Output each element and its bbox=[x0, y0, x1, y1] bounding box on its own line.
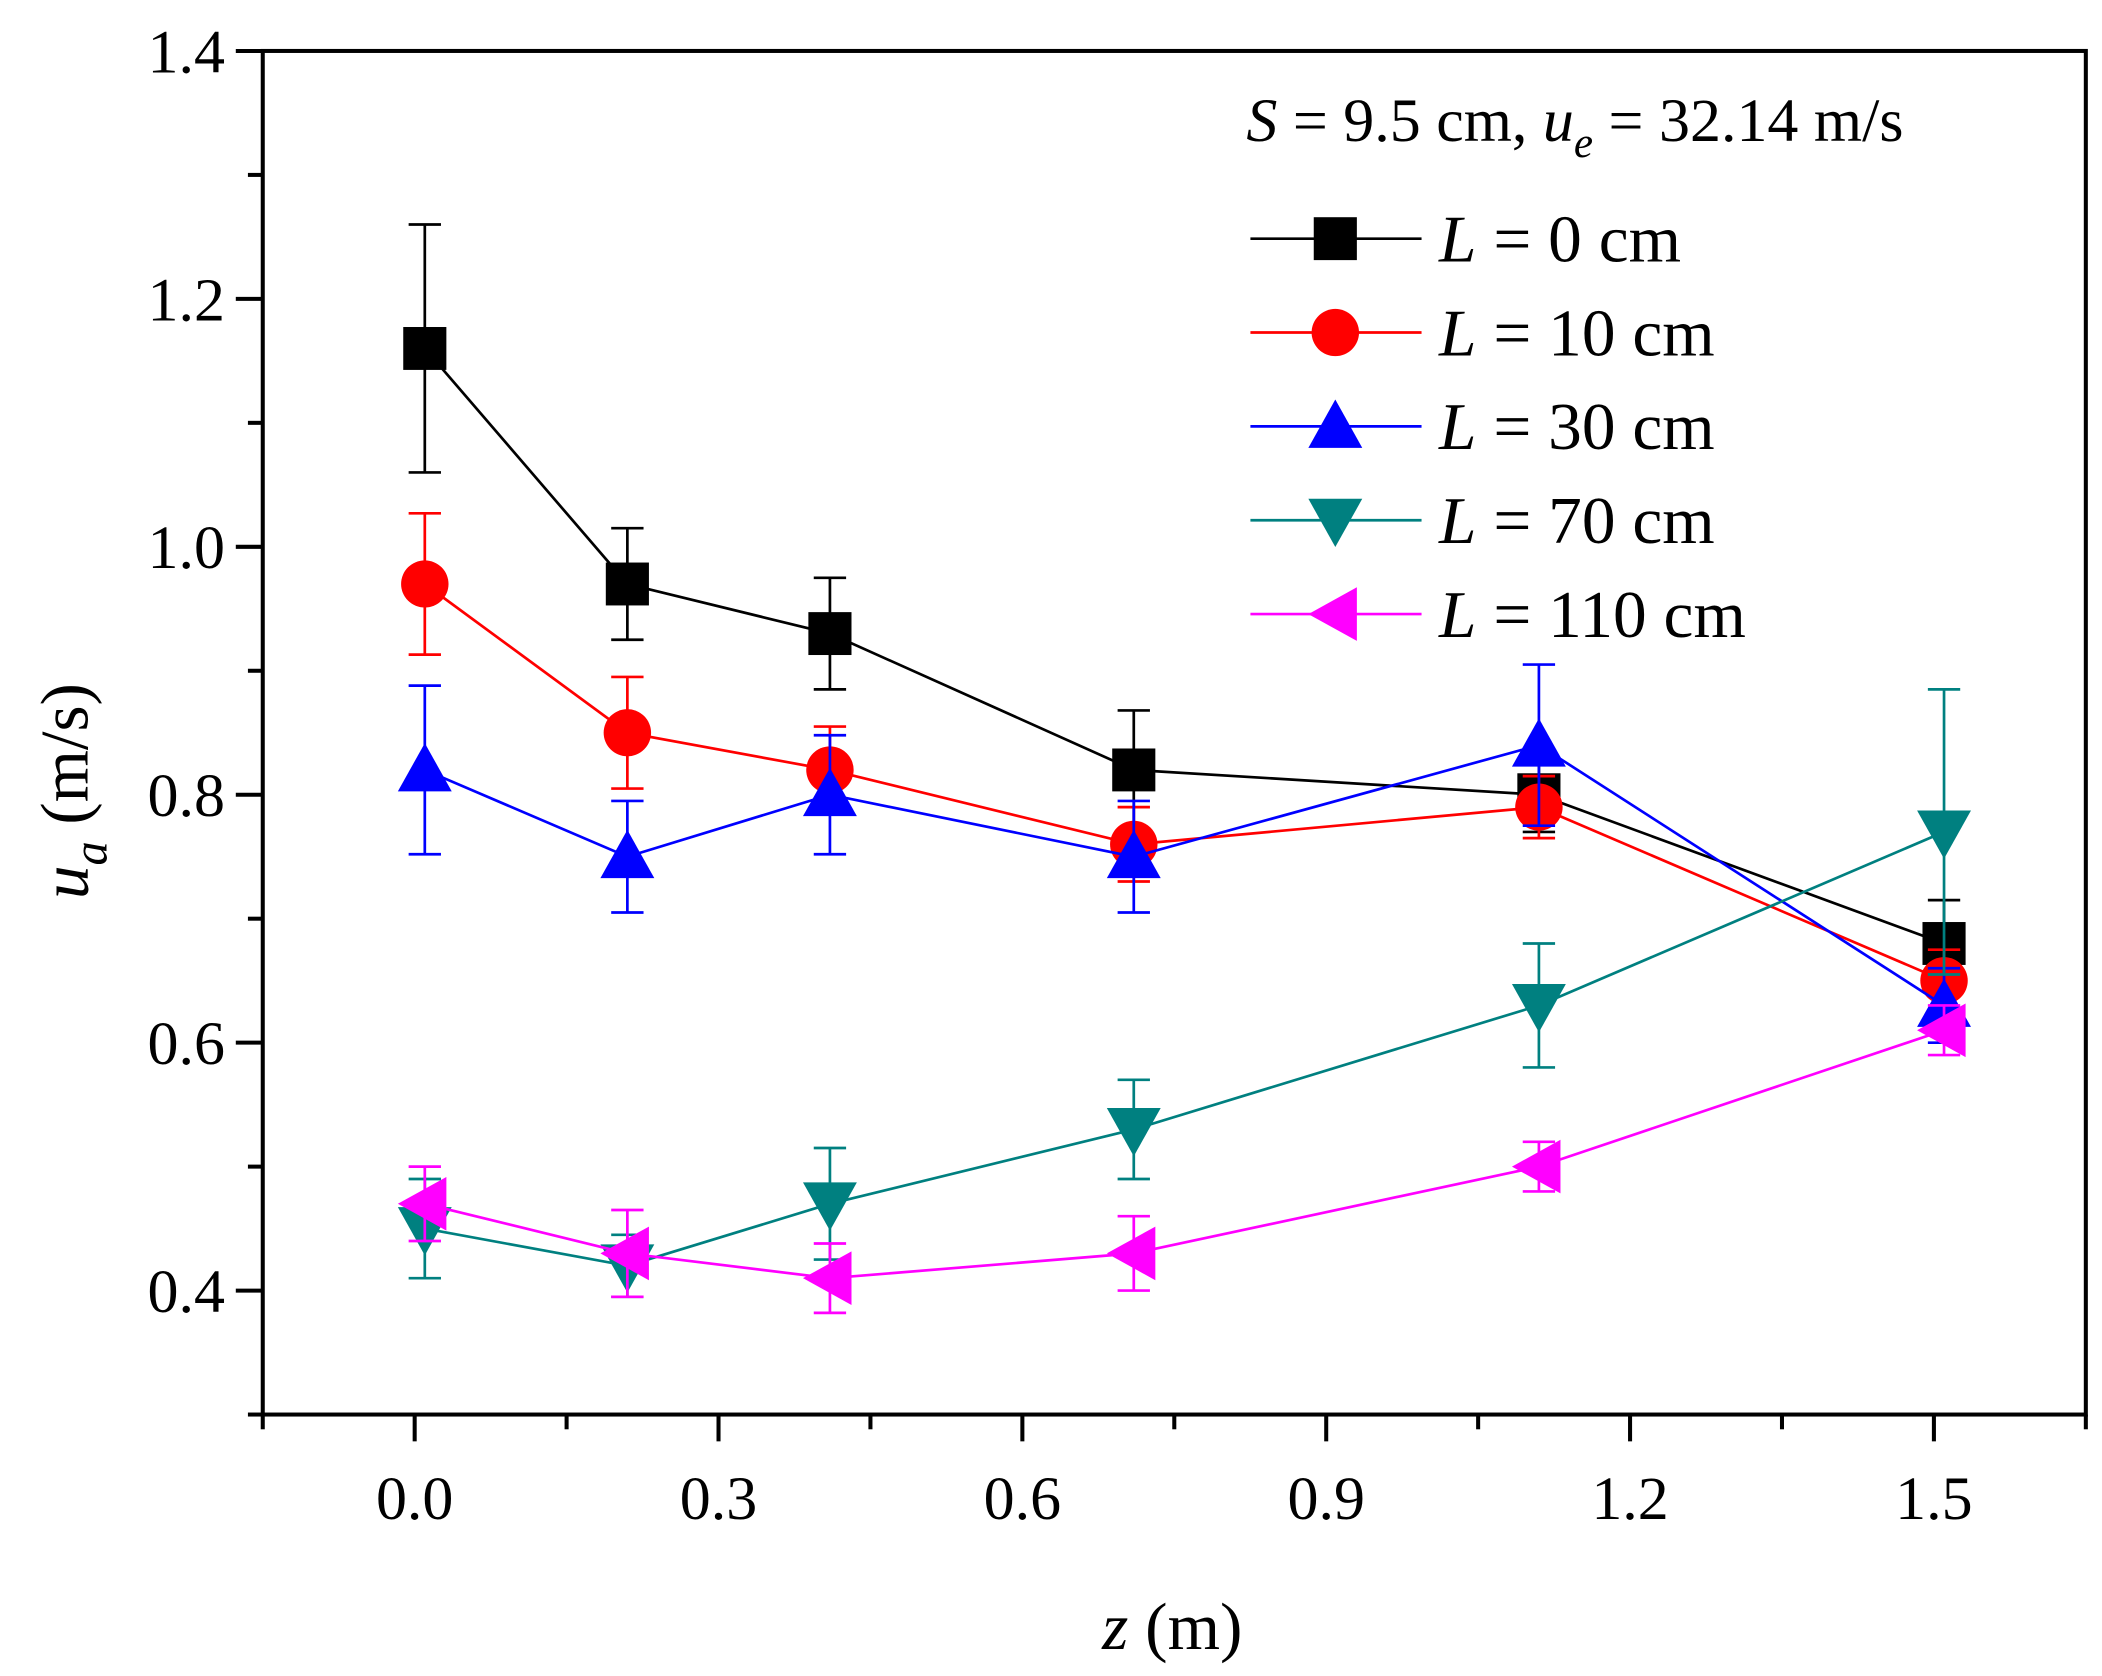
legend-label: L = 110 cm bbox=[1438, 577, 1746, 652]
series-l-110-cm bbox=[397, 1003, 1966, 1315]
marker-triangle-down bbox=[1917, 810, 1971, 859]
marker-triangle-left bbox=[802, 1251, 852, 1306]
y-tick-label: 1.2 bbox=[148, 266, 225, 334]
legend-var: L bbox=[1438, 389, 1476, 464]
x-tick-label: 0.3 bbox=[680, 1465, 757, 1533]
legend-label: L = 70 cm bbox=[1438, 483, 1715, 558]
legend-var: L bbox=[1438, 577, 1476, 652]
x-tick-label: 0.6 bbox=[984, 1465, 1061, 1533]
marker-triangle-left bbox=[397, 1176, 447, 1231]
series-line bbox=[424, 830, 1945, 1268]
marker-triangle-up bbox=[802, 767, 857, 817]
legend-text: = 70 cm bbox=[1477, 483, 1715, 558]
series-l-70-cm bbox=[397, 688, 1971, 1299]
legend-item: L = 70 cm bbox=[1250, 483, 1715, 558]
legend: L = 0 cmL = 10 cmL = 30 cmL = 70 cmL = 1… bbox=[1250, 202, 1746, 652]
y-tick-label: 0.8 bbox=[148, 762, 225, 830]
marker-square bbox=[403, 327, 447, 370]
marker-circle bbox=[401, 560, 449, 608]
legend-label: L = 10 cm bbox=[1438, 295, 1715, 370]
plot-area bbox=[397, 223, 1971, 1315]
legend-var: L bbox=[1438, 295, 1476, 370]
marker-square bbox=[808, 612, 852, 656]
legend-text: = 0 cm bbox=[1477, 202, 1681, 277]
y-axis-label: ua (m/s) bbox=[27, 683, 117, 899]
x-tick-label: 1.2 bbox=[1591, 1465, 1668, 1533]
marker-triangle-up bbox=[397, 743, 452, 792]
series-line bbox=[423, 347, 1945, 945]
marker-triangle-down bbox=[802, 1182, 857, 1231]
marker-triangle-down bbox=[1106, 1107, 1161, 1157]
marker-triangle-down bbox=[1308, 498, 1363, 548]
plot-frame bbox=[260, 48, 2088, 1417]
series-line bbox=[424, 582, 1945, 982]
legend-item: L = 110 cm bbox=[1250, 577, 1746, 652]
axes: 0.4 0.6 0.8 1.0 1.2 1.4 0.0 0.3 0.6 0.9 1.2 1.5 bbox=[148, 19, 2088, 1533]
marker-square bbox=[1112, 748, 1156, 792]
marker-square bbox=[1313, 217, 1357, 261]
legend-var: L bbox=[1438, 202, 1476, 277]
marker-triangle-left bbox=[1106, 1226, 1156, 1281]
marker-triangle-left bbox=[1511, 1139, 1561, 1194]
y-tick-label: 1.0 bbox=[148, 514, 225, 582]
marker-triangle-down bbox=[1511, 984, 1566, 1033]
series-line bbox=[424, 1028, 1945, 1280]
y-tick-label: 0.6 bbox=[148, 1010, 225, 1078]
series-line bbox=[424, 743, 1945, 1007]
marker-triangle-up bbox=[1106, 829, 1161, 879]
x-tick-label: 0.0 bbox=[376, 1465, 453, 1533]
annotation: S = 9.5 cm, ue = 32.14 m/s bbox=[1246, 87, 1903, 167]
legend-text: = 10 cm bbox=[1477, 295, 1715, 370]
legend-item: L = 30 cm bbox=[1250, 389, 1715, 464]
x-tick-label: 1.5 bbox=[1895, 1465, 1972, 1533]
marker-triangle-up bbox=[600, 829, 655, 879]
x-axis-label: z (m) bbox=[1101, 1589, 1242, 1664]
y-tick-label: 1.4 bbox=[148, 19, 225, 87]
marker-triangle-up bbox=[1511, 718, 1566, 767]
marker-triangle-up bbox=[1308, 399, 1363, 448]
marker-square bbox=[605, 562, 649, 606]
marker-triangle-left bbox=[1308, 587, 1357, 641]
marker-triangle-left bbox=[1917, 1003, 1966, 1058]
legend-text: = 30 cm bbox=[1477, 389, 1715, 464]
legend-label: L = 0 cm bbox=[1438, 202, 1681, 277]
legend-label: L = 30 cm bbox=[1438, 389, 1715, 464]
marker-triangle-left bbox=[600, 1226, 649, 1281]
marker-circle bbox=[603, 709, 652, 757]
y-tick-label: 0.4 bbox=[148, 1258, 225, 1326]
x-tick-label: 0.9 bbox=[1287, 1465, 1364, 1533]
legend-var: L bbox=[1438, 483, 1476, 558]
legend-item: L = 0 cm bbox=[1250, 202, 1681, 277]
legend-item: L = 10 cm bbox=[1250, 295, 1715, 370]
marker-circle bbox=[1311, 308, 1360, 357]
legend-text: = 110 cm bbox=[1477, 577, 1746, 652]
